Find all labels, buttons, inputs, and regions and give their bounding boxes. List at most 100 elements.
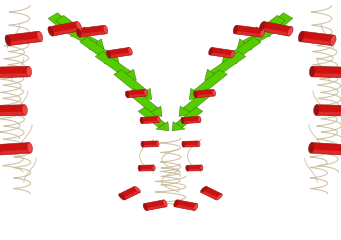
Polygon shape — [138, 165, 141, 171]
Polygon shape — [104, 54, 119, 65]
Polygon shape — [182, 141, 185, 147]
Polygon shape — [103, 25, 108, 34]
Polygon shape — [210, 51, 246, 76]
Polygon shape — [138, 107, 165, 127]
Polygon shape — [157, 116, 160, 123]
Polygon shape — [195, 94, 214, 97]
Polygon shape — [200, 165, 203, 171]
Polygon shape — [227, 37, 261, 61]
Polygon shape — [6, 31, 41, 46]
Polygon shape — [119, 186, 140, 200]
Polygon shape — [287, 27, 293, 36]
Polygon shape — [146, 204, 166, 210]
Polygon shape — [314, 105, 319, 115]
Polygon shape — [194, 91, 197, 98]
Polygon shape — [26, 66, 32, 77]
Polygon shape — [187, 165, 202, 171]
Polygon shape — [311, 149, 341, 155]
Polygon shape — [183, 141, 199, 147]
Polygon shape — [127, 89, 146, 98]
Polygon shape — [0, 143, 30, 155]
Polygon shape — [316, 105, 341, 116]
Polygon shape — [156, 122, 169, 131]
Polygon shape — [189, 89, 205, 100]
Polygon shape — [144, 200, 166, 210]
Polygon shape — [195, 89, 214, 98]
Polygon shape — [311, 143, 341, 155]
Polygon shape — [209, 48, 213, 55]
Polygon shape — [259, 22, 265, 31]
Polygon shape — [141, 116, 159, 124]
Polygon shape — [139, 169, 154, 171]
Polygon shape — [142, 141, 158, 147]
Polygon shape — [174, 200, 178, 207]
Polygon shape — [309, 143, 314, 153]
Polygon shape — [187, 169, 202, 171]
Polygon shape — [152, 165, 155, 171]
Polygon shape — [179, 106, 193, 116]
Polygon shape — [210, 48, 234, 58]
Polygon shape — [76, 22, 82, 31]
Polygon shape — [109, 52, 131, 58]
Polygon shape — [201, 186, 207, 192]
Polygon shape — [330, 35, 336, 46]
Polygon shape — [234, 25, 264, 37]
Polygon shape — [0, 73, 29, 77]
Polygon shape — [5, 35, 11, 46]
Polygon shape — [48, 27, 54, 36]
Polygon shape — [182, 116, 200, 124]
Polygon shape — [37, 31, 43, 42]
Polygon shape — [175, 200, 197, 210]
Polygon shape — [230, 51, 235, 58]
Polygon shape — [141, 141, 144, 147]
Polygon shape — [300, 31, 335, 46]
Polygon shape — [106, 51, 111, 58]
Polygon shape — [176, 107, 203, 127]
Polygon shape — [27, 143, 32, 153]
Polygon shape — [148, 106, 162, 116]
Polygon shape — [183, 145, 199, 147]
Polygon shape — [76, 29, 81, 37]
Polygon shape — [237, 39, 252, 49]
Polygon shape — [134, 186, 140, 192]
Polygon shape — [107, 48, 131, 58]
Polygon shape — [309, 66, 315, 77]
Polygon shape — [186, 165, 189, 171]
Polygon shape — [120, 69, 136, 80]
Polygon shape — [49, 22, 80, 36]
Polygon shape — [260, 29, 265, 37]
Polygon shape — [125, 91, 129, 98]
Polygon shape — [312, 66, 341, 78]
Polygon shape — [298, 31, 304, 42]
Polygon shape — [128, 48, 132, 55]
Polygon shape — [233, 25, 238, 34]
Polygon shape — [8, 38, 41, 45]
Polygon shape — [142, 120, 159, 123]
Polygon shape — [140, 117, 143, 124]
Polygon shape — [156, 141, 159, 147]
Polygon shape — [0, 105, 25, 116]
Polygon shape — [123, 190, 140, 200]
Polygon shape — [114, 70, 147, 95]
Polygon shape — [194, 70, 227, 95]
Polygon shape — [210, 52, 232, 58]
Polygon shape — [139, 165, 154, 171]
Polygon shape — [256, 27, 271, 36]
Polygon shape — [260, 15, 285, 34]
Polygon shape — [300, 38, 333, 45]
Polygon shape — [212, 89, 216, 96]
Polygon shape — [175, 204, 195, 210]
Polygon shape — [235, 31, 262, 37]
Polygon shape — [65, 26, 99, 47]
Polygon shape — [201, 186, 222, 200]
Polygon shape — [89, 39, 104, 49]
Polygon shape — [205, 69, 221, 80]
Polygon shape — [143, 145, 158, 147]
Polygon shape — [144, 89, 147, 96]
Polygon shape — [127, 94, 146, 97]
Polygon shape — [163, 200, 167, 207]
Polygon shape — [172, 122, 185, 131]
Polygon shape — [70, 27, 85, 36]
Polygon shape — [80, 37, 114, 61]
Polygon shape — [181, 117, 184, 124]
